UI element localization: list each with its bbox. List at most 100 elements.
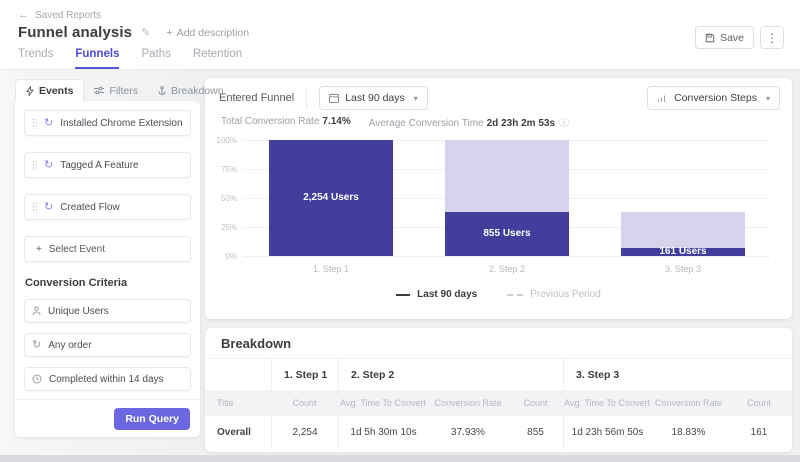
sidebar-tab-filters[interactable]: Filters xyxy=(84,79,148,102)
chevron-down-icon: ▾ xyxy=(765,93,770,103)
solid-line-icon xyxy=(396,293,411,296)
summary-stats: Total Conversion Rate 7.14% Average Conve… xyxy=(221,114,569,129)
drag-handle-icon[interactable] xyxy=(32,159,37,171)
drag-handle-icon[interactable] xyxy=(32,201,37,213)
cell-conv-rate-2: 37.93% xyxy=(451,427,485,438)
bar-previous-step-segment[interactable] xyxy=(621,212,745,248)
sidebar-tab-events[interactable]: Events xyxy=(15,79,85,102)
add-description-button[interactable]: + Add description xyxy=(166,27,249,39)
tab-retention[interactable]: Retention xyxy=(192,48,243,60)
event-item-2[interactable]: ↻ Tagged A Feature xyxy=(24,152,191,178)
bar-previous-step-segment[interactable] xyxy=(445,140,569,213)
any-order-icon: ↻ xyxy=(32,338,42,351)
group-step-1: 1. Step 1 xyxy=(271,359,338,390)
funnel-bar-slot: 855 Users xyxy=(419,140,595,256)
cell-count-1: 2,254 xyxy=(271,416,338,449)
run-query-button[interactable]: Run Query xyxy=(114,408,190,430)
person-icon xyxy=(32,306,41,316)
event-item-3[interactable]: ↻ Created Flow xyxy=(24,194,191,220)
date-range-value: Last 90 days xyxy=(345,92,405,104)
col-count-1: Count xyxy=(271,390,338,416)
legend-previous-period[interactable]: Previous Period xyxy=(507,289,601,300)
select-event-button[interactable]: + Select Event xyxy=(24,236,191,262)
funnel-plot: 2,254 Users 855 Users 161 Users xyxy=(243,140,771,257)
tab-trends[interactable]: Trends xyxy=(18,48,54,60)
funnel-chart-card: Entered Funnel Last 90 days ▾ Conversion… xyxy=(205,78,792,319)
gridline xyxy=(243,256,771,257)
avg-conversion-time: Average Conversion Time 2d 23h 2m 53s ⓘ xyxy=(369,114,569,129)
tab-funnels[interactable]: Funnels xyxy=(75,48,120,69)
sidebar-tab-filters-label: Filters xyxy=(109,84,139,97)
criteria-completed-within-label: Completed within 14 days xyxy=(49,373,164,385)
event-repeat-icon: ↻ xyxy=(44,200,54,213)
col-avg-time-2: Avg. Time To Convert xyxy=(338,390,428,416)
breakdown-icon xyxy=(158,85,166,96)
y-tick-label: 50% xyxy=(220,194,237,203)
legend-current-label: Last 90 days xyxy=(417,289,478,300)
drag-handle-icon[interactable] xyxy=(32,117,37,129)
bars-row: 2,254 Users 855 Users 161 Users xyxy=(243,140,771,256)
bar-converted-segment[interactable]: 2,254 Users xyxy=(269,140,393,256)
legend-current-period[interactable]: Last 90 days xyxy=(396,289,477,300)
col-count-3: Count xyxy=(726,390,792,416)
event-item-1[interactable]: ↻ Installed Chrome Extension xyxy=(24,110,191,136)
save-button[interactable]: Save xyxy=(695,26,754,49)
x-labels: 1. Step 1 2. Step 2 3. Step 3 xyxy=(243,264,771,274)
back-arrow-icon: ← xyxy=(18,9,29,21)
x-axis-label: 3. Step 3 xyxy=(664,264,702,274)
sidebar-tab-breakdown[interactable]: Breakdown xyxy=(148,79,234,102)
col-count-2: Count xyxy=(508,390,563,416)
criteria-any-order[interactable]: ↻ Any order xyxy=(24,333,191,357)
breakdown-title: Breakdown xyxy=(205,328,792,359)
plus-icon: + xyxy=(36,243,42,255)
group-step-2: 2. Step 2 xyxy=(338,359,428,390)
bar-users-label: 855 Users xyxy=(483,228,531,239)
bar-users-label: 2,254 Users xyxy=(303,192,359,203)
query-builder-tabs: Events Filters Breakdown xyxy=(15,79,234,102)
event-item-1-label: Installed Chrome Extension xyxy=(60,117,183,129)
query-footer: Run Query xyxy=(15,399,200,437)
sidebar-tab-events-label: Events xyxy=(39,85,74,97)
criteria-completed-within[interactable]: Completed within 14 days xyxy=(24,367,191,391)
breakdown-group-header-row: 1. Step 1 2. Step 2 3. Step 3 xyxy=(205,359,792,390)
filters-icon xyxy=(94,86,105,95)
funnel-bar-slot: 161 Users xyxy=(595,140,771,256)
total-conversion-rate: Total Conversion Rate 7.14% xyxy=(221,116,351,127)
cell-avg-time-2: 1d 5h 30m 10s xyxy=(338,416,428,449)
conversion-criteria-heading: Conversion Criteria xyxy=(25,277,128,289)
col-title: Title xyxy=(205,390,271,416)
back-label: Saved Reports xyxy=(35,9,102,21)
chevron-down-icon: ▾ xyxy=(413,93,418,103)
breakdown-card: Breakdown 1. Step 1 2. Step 2 3. Step 3 … xyxy=(205,328,792,452)
avg-conversion-time-label: Average Conversion Time xyxy=(368,118,484,129)
back-link[interactable]: ← Saved Reports xyxy=(18,9,101,21)
criteria-unique-users[interactable]: Unique Users xyxy=(24,299,191,323)
tab-paths[interactable]: Paths xyxy=(141,48,171,60)
col-avg-time-3: Avg. Time To Convert xyxy=(563,390,651,416)
header-divider xyxy=(306,87,308,109)
date-range-dropdown[interactable]: Last 90 days ▾ xyxy=(319,86,428,110)
view-mode-dropdown[interactable]: Conversion Steps ▾ xyxy=(647,86,780,110)
criteria-unique-users-label: Unique Users xyxy=(48,305,109,317)
y-tick-label: 75% xyxy=(220,165,237,174)
x-axis-label: 2. Step 2 xyxy=(488,264,526,274)
info-icon[interactable]: ⓘ xyxy=(559,118,569,129)
cell-avg-time-3: 1d 23h 56m 50s xyxy=(563,416,651,449)
avg-conversion-time-value: 2d 23h 2m 53s xyxy=(486,118,555,129)
bar-converted-segment[interactable]: 855 Users xyxy=(445,212,569,256)
y-tick-label: 0% xyxy=(225,252,237,261)
bar-chart-icon xyxy=(657,93,668,103)
y-axis: 100% 75% 50% 25% 0% xyxy=(211,136,237,261)
event-item-3-label: Created Flow xyxy=(60,201,120,213)
title-row: Funnel analysis ✎ + Add description xyxy=(18,24,249,41)
bar-converted-segment[interactable]: 161 Users xyxy=(621,246,745,256)
entered-funnel-label: Entered Funnel xyxy=(219,92,295,104)
cell-count-3: 161 xyxy=(750,427,768,438)
plus-icon: + xyxy=(166,26,173,39)
kebab-icon: ⋮ xyxy=(766,30,778,45)
cell-conv-rate-3: 18.83% xyxy=(671,427,706,438)
calendar-icon xyxy=(329,93,340,103)
breakdown-data-row: Overall 2,254 1d 5h 30m 10s 37.93% 855 1… xyxy=(205,416,792,449)
edit-pencil-icon[interactable]: ✎ xyxy=(141,27,151,39)
more-options-button[interactable]: ⋮ xyxy=(760,26,784,49)
